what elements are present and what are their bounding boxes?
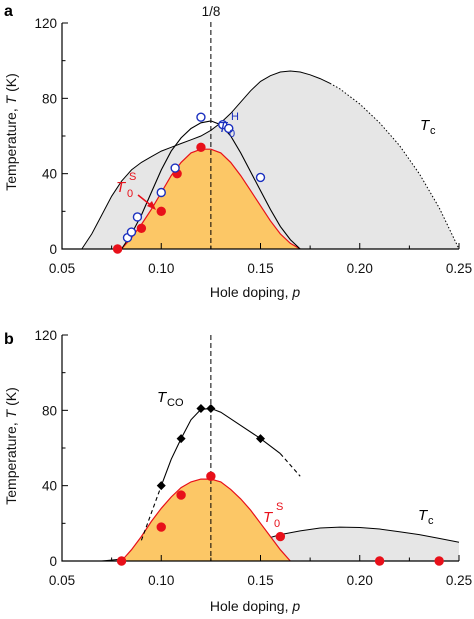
- t0s-point-b: [275, 531, 286, 542]
- x-axis-title-a-var: p: [291, 284, 300, 300]
- t0h-label-a: T 0 H: [218, 111, 239, 140]
- a-y-tick-label: 80: [42, 91, 57, 106]
- t0s-label-sup: S: [129, 171, 136, 183]
- t0h-point-a: [255, 172, 266, 183]
- t0s-point-b: [374, 556, 385, 566]
- x-axis-title-b-text: Hole doping,: [210, 598, 293, 614]
- y-axis-title-a: Temperature, T (K): [3, 73, 19, 191]
- tc-curve-solid-a: [81, 70, 331, 250]
- t0s-point-b: [156, 522, 166, 532]
- x-axis-title-b: Hole doping, p: [210, 598, 301, 614]
- markers-b: [116, 403, 444, 566]
- b-x-tick-label: 0.10: [148, 573, 174, 588]
- tco-point: [156, 481, 166, 491]
- y-axis-title-b: Temperature, T (K): [3, 387, 19, 505]
- tco-curve-dashed-right: [279, 453, 301, 477]
- tc-label-b-sub: c: [428, 515, 434, 527]
- t0s-label-b: T 0 S: [263, 501, 283, 530]
- t0s-fill-b: [121, 479, 291, 561]
- t0s-region-b: [121, 478, 291, 562]
- y-axis-title-b-var: T: [3, 408, 19, 418]
- tco-label-sub: CO: [167, 397, 184, 409]
- markers-a: [112, 112, 266, 254]
- tc-label-b: T c: [418, 507, 434, 527]
- t0s-point-b: [176, 490, 186, 500]
- a-x-tick-label: 0.25: [446, 261, 472, 276]
- tco-curve-dashed-left: [140, 485, 162, 541]
- t0h-label-sub: 0: [229, 128, 235, 140]
- t0s-label-b-symbol: T: [263, 509, 274, 526]
- tco-label-b: T CO: [157, 389, 184, 409]
- tco-point: [256, 434, 265, 444]
- panel-b: b 0.05 0.10 0.15 0.20 0.25 0 40 80 120 T CO T 0 …: [3, 328, 472, 614]
- tco-point: [206, 403, 216, 413]
- x-axis-title-a: Hole doping, p: [210, 284, 301, 300]
- x-axis-title-a-text: Hole doping,: [210, 284, 293, 300]
- t0h-point-a: [132, 212, 143, 222]
- t0s-label-symbol: T: [116, 179, 127, 196]
- t0s-point-a: [156, 206, 166, 217]
- tco-point: [196, 403, 206, 413]
- y-axis-title-b-unit: (K): [3, 387, 19, 410]
- t0s-point-a: [136, 223, 147, 233]
- a-x-tick-label: 0.10: [148, 261, 174, 276]
- y-axis-title-a-var: T: [3, 94, 19, 104]
- x-axis-title-b-var: p: [291, 598, 300, 614]
- t0s-label-a: T 0 S: [116, 171, 136, 200]
- t0s-point-b: [434, 556, 444, 566]
- tc-label-symbol: T: [420, 117, 431, 134]
- tc-label-a: T c: [420, 117, 436, 137]
- panel-a-letter: a: [4, 3, 13, 20]
- y-axis-title-b-text: Temperature,: [3, 418, 19, 504]
- tco-curve-solid: [160, 407, 281, 486]
- t0h-point-a: [126, 227, 137, 237]
- a-y-tick-label: 120: [34, 16, 57, 31]
- b-y-tick-label: 80: [42, 403, 57, 418]
- tco-point: [176, 434, 186, 444]
- b-x-tick-label: 0.05: [49, 573, 75, 588]
- t0s-label-b-sup: S: [276, 501, 283, 513]
- b-y-tick-label: 40: [42, 479, 57, 494]
- t0s-label-b-sub: 0: [274, 518, 280, 530]
- t0s-point-a: [112, 244, 123, 254]
- t0s-label-sub: 0: [127, 188, 133, 200]
- tco-label-symbol: T: [157, 389, 168, 406]
- y-axis-title-a-unit: (K): [3, 73, 19, 96]
- t0h-point-a: [170, 163, 180, 173]
- y-axis-title-a-text: Temperature,: [3, 104, 19, 190]
- axes-b: 0.05 0.10 0.15 0.20 0.25 0 40 80 120: [34, 328, 472, 588]
- tc-label-sub: c: [430, 125, 436, 137]
- a-x-tick-label: 0.20: [347, 261, 373, 276]
- a-x-tick-label: 0.15: [247, 261, 273, 276]
- tc-curve-dotted-a: [329, 82, 460, 250]
- b-x-tick-label: 0.25: [446, 573, 472, 588]
- panel-a: a 1/8 0.05 0.10 0.15 0.20 0.25 0 40 80 120 T 0 H…: [3, 3, 472, 300]
- tco-curve-b: [140, 407, 301, 541]
- panel-b-letter: b: [4, 331, 14, 348]
- t0s-point-b: [116, 556, 127, 566]
- panel-a-vline-label: 1/8: [202, 4, 221, 19]
- t0s-curve-b: [121, 478, 291, 562]
- t0h-point-a: [224, 123, 234, 134]
- t0s-point-a: [196, 142, 206, 153]
- b-x-tick-label: 0.15: [247, 573, 273, 588]
- axes-a: 0.05 0.10 0.15 0.20 0.25 0 40 80 120: [34, 16, 472, 276]
- t0h-label-symbol: T: [218, 119, 229, 136]
- tc-label-b-symbol: T: [418, 507, 429, 524]
- t0s-arrow-a: [137, 194, 156, 210]
- t0h-label-sup: H: [231, 111, 239, 123]
- a-y-tick-label: 0: [49, 242, 57, 257]
- t0s-curve-a: [121, 148, 301, 250]
- t0h-point-a: [156, 187, 166, 198]
- a-x-tick-label: 0.05: [49, 261, 75, 276]
- a-y-tick-label: 40: [42, 167, 57, 182]
- t0s-point-b: [206, 471, 216, 481]
- t0h-point-a: [196, 112, 206, 122]
- b-y-tick-label: 0: [49, 554, 57, 569]
- tc-fill-b: [101, 527, 459, 561]
- b-y-tick-label: 120: [34, 328, 57, 343]
- b-x-tick-label: 0.20: [347, 573, 373, 588]
